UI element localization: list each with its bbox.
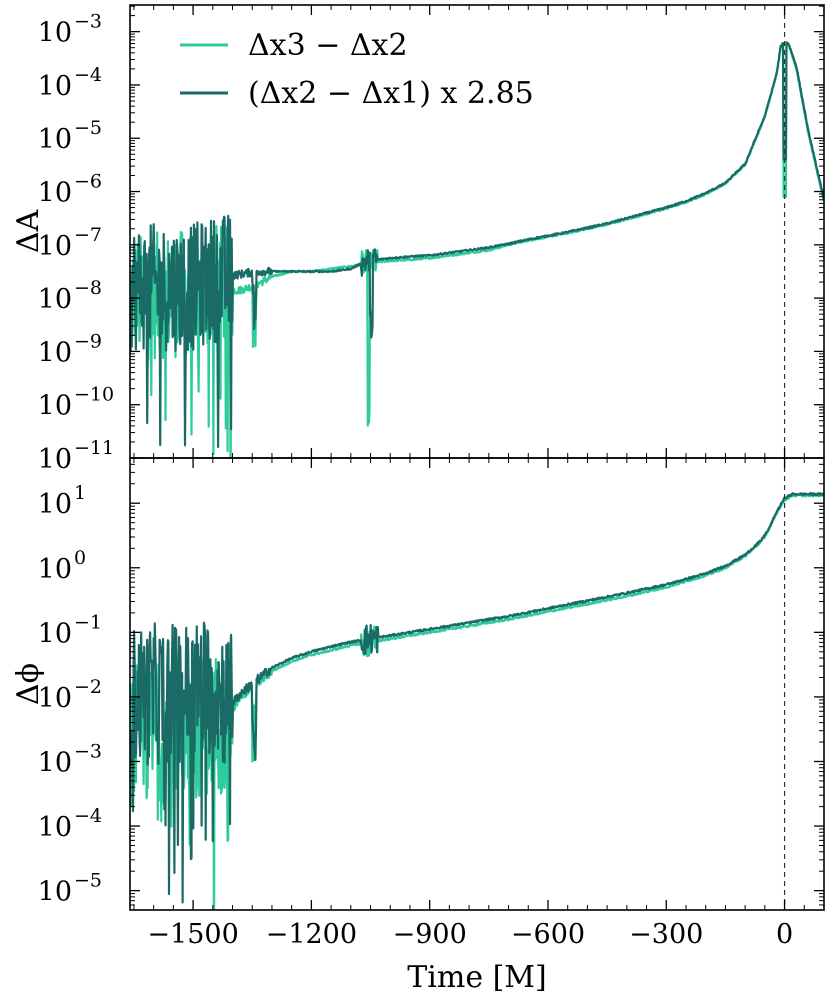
y-tick-label: 10 <box>38 178 72 209</box>
y-tick-exponent: −5 <box>74 117 102 139</box>
y-tick-label: 10 <box>38 489 72 520</box>
y-tick-label: 10 <box>38 618 72 649</box>
x-tick-label: −900 <box>393 919 467 950</box>
panel-frame <box>129 457 825 911</box>
y-tick-label: 10 <box>38 554 72 585</box>
legend-entry-label: Δx3 − Δx2 <box>248 28 408 63</box>
y-tick-label: 10 <box>38 284 72 315</box>
y-tick-label: 10 <box>38 444 72 475</box>
legend: Δx3 − Δx2 (Δx2 − Δx1) x 2.85 <box>180 28 534 111</box>
y-tick-exponent: 1 <box>74 482 86 504</box>
y-tick-exponent: −8 <box>74 277 102 299</box>
y-tick-label: 10 <box>38 812 72 843</box>
x-tick-label: −300 <box>629 919 703 950</box>
y-tick-exponent: −11 <box>74 437 114 459</box>
y-tick-exponent: −10 <box>74 384 114 406</box>
y-tick-label: 10 <box>38 18 72 49</box>
y-tick-exponent: −4 <box>74 805 102 827</box>
x-axis-label: Time [M] <box>407 960 546 995</box>
y-tick-exponent: −2 <box>74 676 102 698</box>
y-tick-exponent: −7 <box>74 224 102 246</box>
y-tick-label: 10 <box>38 124 72 155</box>
y-tick-exponent: −3 <box>74 11 102 33</box>
x-tick-label: −600 <box>511 919 585 950</box>
x-tick-label: −1200 <box>266 919 357 950</box>
series-group <box>130 492 824 910</box>
y-tick-exponent: −1 <box>74 611 102 633</box>
x-tick-label: −1500 <box>147 919 238 950</box>
y-axis-label: ΔA <box>11 210 46 254</box>
y-tick-exponent: −3 <box>74 740 102 762</box>
y-tick-exponent: −4 <box>74 64 102 86</box>
y-tick-exponent: −6 <box>74 171 102 193</box>
series-group <box>130 41 824 458</box>
y-tick-exponent: 0 <box>74 547 86 569</box>
y-tick-label: 10 <box>38 337 72 368</box>
y-tick-exponent: −5 <box>74 870 102 892</box>
series-line <box>130 492 824 904</box>
y-tick-exponent: −9 <box>74 330 102 352</box>
y-tick-label: 10 <box>38 231 72 262</box>
y-tick-label: 10 <box>38 747 72 778</box>
series-line <box>130 41 824 448</box>
y-tick-label: 10 <box>38 71 72 102</box>
legend-entry-label: (Δx2 − Δx1) x 2.85 <box>248 76 534 111</box>
y-tick-label: 10 <box>38 683 72 714</box>
series-line <box>130 493 824 910</box>
y-tick-label: 10 <box>38 877 72 908</box>
y-axis-label: Δϕ <box>11 663 46 705</box>
panel-frame <box>129 4 825 459</box>
y-tick-label: 10 <box>38 391 72 422</box>
x-tick-label: 0 <box>776 919 793 950</box>
